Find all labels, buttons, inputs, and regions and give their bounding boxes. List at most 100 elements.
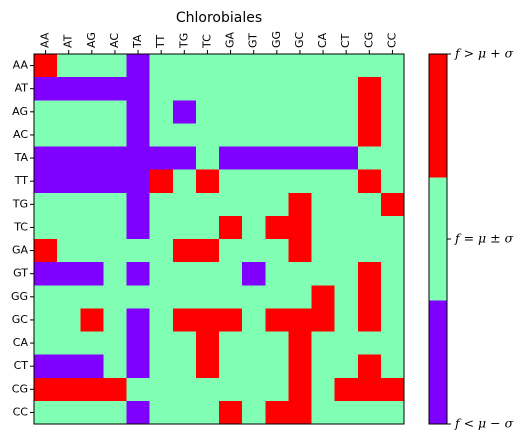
heatmap-cell-CT-AC [103,354,127,379]
heatmap-cell-TC-TG [172,215,197,240]
heatmap-cells [34,54,405,425]
heatmap-cell-TT-AG [80,169,104,194]
y-tick-label-TG: TG [12,197,28,210]
heatmap-cell-CG-GC [288,377,312,402]
heatmap-cell-TG-GC [288,192,312,217]
heatmap-cell-AG-TC [195,100,220,124]
heatmap-cell-CT-AG [80,354,104,379]
heatmap-cell-AA-CG [357,54,382,78]
heatmap-cell-GT-TG [172,262,197,286]
heatmap-cell-GG-TC [195,285,220,309]
heatmap-cell-GA-CT [334,239,359,263]
y-tick-label-GT: GT [13,267,28,280]
heatmap-cell-CA-CT [334,331,359,356]
x-tick-label-CC: CC [385,32,398,48]
heatmap-cell-TC-AA [34,215,58,240]
heatmap-cell-CG-TT [149,377,174,402]
x-tick-label-CT: CT [339,33,352,48]
heatmap-cell-GC-GT [242,308,266,332]
heatmap-cell-GC-CG [357,308,382,332]
heatmap-cell-CC-TG [172,400,197,425]
heatmap-cell-AG-GC [288,100,312,124]
heatmap-cell-AA-TT [149,54,174,78]
heatmap-cell-GC-CT [334,308,359,332]
heatmap-cell-TG-CT [334,192,359,217]
colorbar: f < μ − σ f = μ ± σ f > μ + σ [428,46,514,431]
heatmap-cell-CG-AT [57,377,81,402]
heatmap-cell-CT-CA [311,354,336,379]
heatmap-cell-TC-TC [195,215,220,240]
heatmap-cell-CT-AT [57,354,81,379]
heatmap-cell-AC-AC [103,123,127,147]
heatmap-cell-GT-TT [149,262,174,286]
heatmap-cell-AC-TA [126,123,151,147]
heatmap-cell-CG-GT [242,377,266,402]
heatmap-cell-TT-GG [265,169,289,194]
heatmap-cell-GG-CG [357,285,382,309]
heatmap-cell-TA-CA [311,146,336,171]
heatmap-cell-TT-AA [34,169,58,194]
heatmap-cell-GC-CA [311,308,336,332]
heatmap-cell-AT-TC [195,77,220,101]
heatmap-cell-CA-TG [172,331,197,356]
heatmap-cell-CT-GC [288,354,312,379]
heatmap-cell-TG-CG [357,192,382,217]
heatmap-frame [33,53,405,425]
heatmap-cell-TT-AT [57,169,81,194]
heatmap-cell-AT-AA [34,77,58,101]
colorbar-segment-below [429,300,447,425]
heatmap-cell-CC-GA [219,400,243,425]
heatmap-cell-TA-GG [265,146,289,171]
x-axis: AA AT AG AC TA TT TG TC GA GT GG GC CA CT CG CC [39,31,398,54]
heatmap-cell-TG-GA [219,192,243,217]
x-tick-label-GA: GA [224,31,237,48]
heatmap-cell-TA-TC [195,146,220,171]
heatmap-cell-CC-CG [357,400,382,425]
colorbar-segment-within [429,177,447,302]
x-tick-label-AT: AT [62,34,75,48]
heatmap-cell-GG-GT [242,285,266,309]
heatmap-cell-AG-AG [80,100,104,124]
heatmap-cell-AA-AT [57,54,81,78]
heatmap-cell-AC-CC [380,123,405,147]
heatmap-cell-GT-AG [80,262,104,286]
heatmap-cell-GG-GG [265,285,289,309]
heatmap-cell-CA-TA [126,331,151,356]
heatmap-cell-CG-TC [195,377,220,402]
heatmap-cell-GC-CC [380,308,405,332]
heatmap-cell-GA-TA [126,239,151,263]
heatmap-cell-CA-AT [57,331,81,356]
heatmap-cell-TG-GG [265,192,289,217]
heatmap-cell-CT-TC [195,354,220,379]
heatmap-cell-AA-CT [334,54,359,78]
heatmap-cell-AC-CA [311,123,336,147]
x-tick-label-GC: GC [293,31,306,48]
heatmap-cell-AC-GG [265,123,289,147]
heatmap-cell-TC-TT [149,215,174,240]
heatmap-cell-AA-TA [126,54,151,78]
y-tick-label-CA: CA [13,336,29,349]
x-tick-label-TT: TT [154,34,167,49]
heatmap-cell-CT-CC [380,354,405,379]
heatmap-cell-TT-AC [103,169,127,194]
heatmap-cell-GT-GG [265,262,289,286]
y-tick-label-TC: TC [13,220,28,233]
heatmap-cell-AG-GG [265,100,289,124]
heatmap-cell-CC-CA [311,400,336,425]
heatmap-cell-GC-TT [149,308,174,332]
heatmap-cell-AC-TG [172,123,197,147]
heatmap-cell-CT-TT [149,354,174,379]
heatmap-cell-AT-TG [172,77,197,101]
heatmap-cell-GG-CC [380,285,405,309]
heatmap-cell-GT-CA [311,262,336,286]
heatmap-cell-CG-CA [311,377,336,402]
heatmap-cell-AG-CG [357,100,382,124]
heatmap-cell-AG-AA [34,100,58,124]
x-tick-label-TC: TC [200,34,213,49]
heatmap-cell-TT-TT [149,169,174,194]
heatmap-cell-CG-CG [357,377,382,402]
heatmap-cell-CC-AG [80,400,104,425]
heatmap-cell-AA-GG [265,54,289,78]
heatmap-cell-CG-TA [126,377,151,402]
